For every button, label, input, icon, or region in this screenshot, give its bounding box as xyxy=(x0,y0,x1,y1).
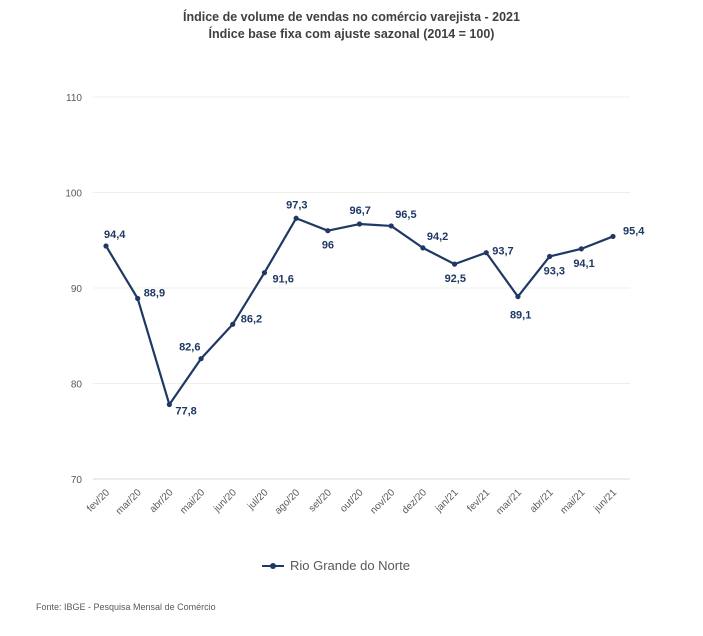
data-label: 96 xyxy=(322,240,334,252)
x-tick-label: mai/21 xyxy=(558,487,587,516)
data-label: 95,4 xyxy=(623,225,645,237)
data-point xyxy=(356,221,363,227)
x-axis-ticks: fev/20 mar/20 abr/20 mai/20 jun/20 jul/20 ago/… xyxy=(85,487,619,517)
series-line xyxy=(105,217,614,406)
x-tick-label: fev/20 xyxy=(85,487,112,514)
x-tick-label: mar/21 xyxy=(494,487,524,517)
data-label: 96,7 xyxy=(350,205,371,217)
y-tick-label: 80 xyxy=(71,380,83,391)
data-label: 88,9 xyxy=(144,288,165,300)
x-tick-label: jun/20 xyxy=(211,487,239,515)
y-axis-ticks: 70 80 90 100 110 xyxy=(65,93,82,486)
data-label: 77,8 xyxy=(175,406,196,418)
y-tick-label: 70 xyxy=(71,475,83,486)
data-point xyxy=(451,261,458,267)
x-tick-label: mai/20 xyxy=(178,487,207,516)
y-tick-label: 110 xyxy=(66,93,82,104)
x-tick-label: fev/21 xyxy=(465,487,492,514)
data-point xyxy=(515,293,521,300)
chart-title: Índice de volume de vendas no comércio v… xyxy=(183,10,520,24)
data-label: 94,1 xyxy=(573,258,594,270)
data-point xyxy=(420,245,426,251)
data-point xyxy=(610,233,616,240)
data-label: 91,6 xyxy=(272,274,293,286)
gridlines xyxy=(93,96,630,480)
x-tick-label: jan/21 xyxy=(433,487,461,515)
data-label: 96,5 xyxy=(395,209,416,221)
data-labels: 94,4 88,9 77,8 82,6 86,2 91,6 97,3 96 96,7 96,5 94… xyxy=(104,199,645,417)
data-point xyxy=(198,356,204,362)
data-label: 82,6 xyxy=(179,342,200,354)
legend-label: Rio Grande do Norte xyxy=(290,558,410,573)
data-point xyxy=(230,321,236,327)
data-point xyxy=(103,243,109,249)
chart-subtitle: Índice base fixa com ajuste sazonal (201… xyxy=(208,27,495,41)
data-label: 92,5 xyxy=(445,273,466,285)
data-label: 89,1 xyxy=(510,310,531,322)
data-point xyxy=(293,215,299,221)
x-tick-label: abr/21 xyxy=(528,487,556,515)
y-tick-label: 100 xyxy=(65,189,82,200)
data-points xyxy=(103,215,616,408)
data-point xyxy=(483,250,489,256)
data-label: 94,2 xyxy=(427,231,448,243)
data-point xyxy=(261,270,268,276)
x-tick-label: jun/21 xyxy=(591,487,619,515)
x-tick-label: mar/20 xyxy=(114,487,144,517)
x-tick-label: jul/20 xyxy=(245,487,271,513)
x-tick-label: nov/20 xyxy=(368,487,397,516)
x-tick-label: abr/20 xyxy=(148,487,176,515)
series-line-rio-grande-do-norte xyxy=(105,217,614,406)
y-tick-label: 90 xyxy=(71,284,83,295)
legend: Rio Grande do Norte xyxy=(262,558,410,573)
x-tick-label: ago/20 xyxy=(273,487,303,517)
legend-marker-icon xyxy=(262,562,284,569)
x-tick-label: dez/20 xyxy=(400,487,429,516)
data-label: 93,3 xyxy=(544,265,565,277)
x-tick-label: set/20 xyxy=(307,487,334,514)
x-tick-label: out/20 xyxy=(338,487,366,515)
data-point xyxy=(578,246,584,252)
data-point xyxy=(325,228,331,234)
data-point xyxy=(388,223,394,229)
data-label: 94,4 xyxy=(104,229,126,241)
source-note: Fonte: IBGE - Pesquisa Mensal de Comérci… xyxy=(36,602,216,612)
data-label: 86,2 xyxy=(241,313,262,325)
data-label: 97,3 xyxy=(286,199,307,211)
data-point xyxy=(547,253,553,260)
data-point xyxy=(135,295,141,302)
data-label: 93,7 xyxy=(492,246,513,258)
data-point xyxy=(166,401,172,408)
